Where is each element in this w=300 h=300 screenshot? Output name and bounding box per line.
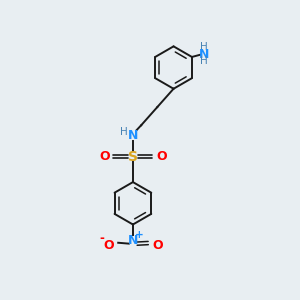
Text: H: H — [200, 56, 208, 66]
Text: S: S — [128, 150, 138, 164]
Text: -: - — [100, 232, 104, 245]
Text: N: N — [128, 129, 138, 142]
Text: O: O — [156, 150, 166, 163]
Text: H: H — [200, 42, 208, 52]
Text: N: N — [199, 47, 209, 61]
Text: O: O — [103, 238, 114, 252]
Text: N: N — [128, 234, 138, 247]
Text: H: H — [120, 127, 128, 137]
Text: +: + — [135, 230, 144, 240]
Text: O: O — [99, 150, 110, 163]
Text: O: O — [152, 238, 163, 252]
